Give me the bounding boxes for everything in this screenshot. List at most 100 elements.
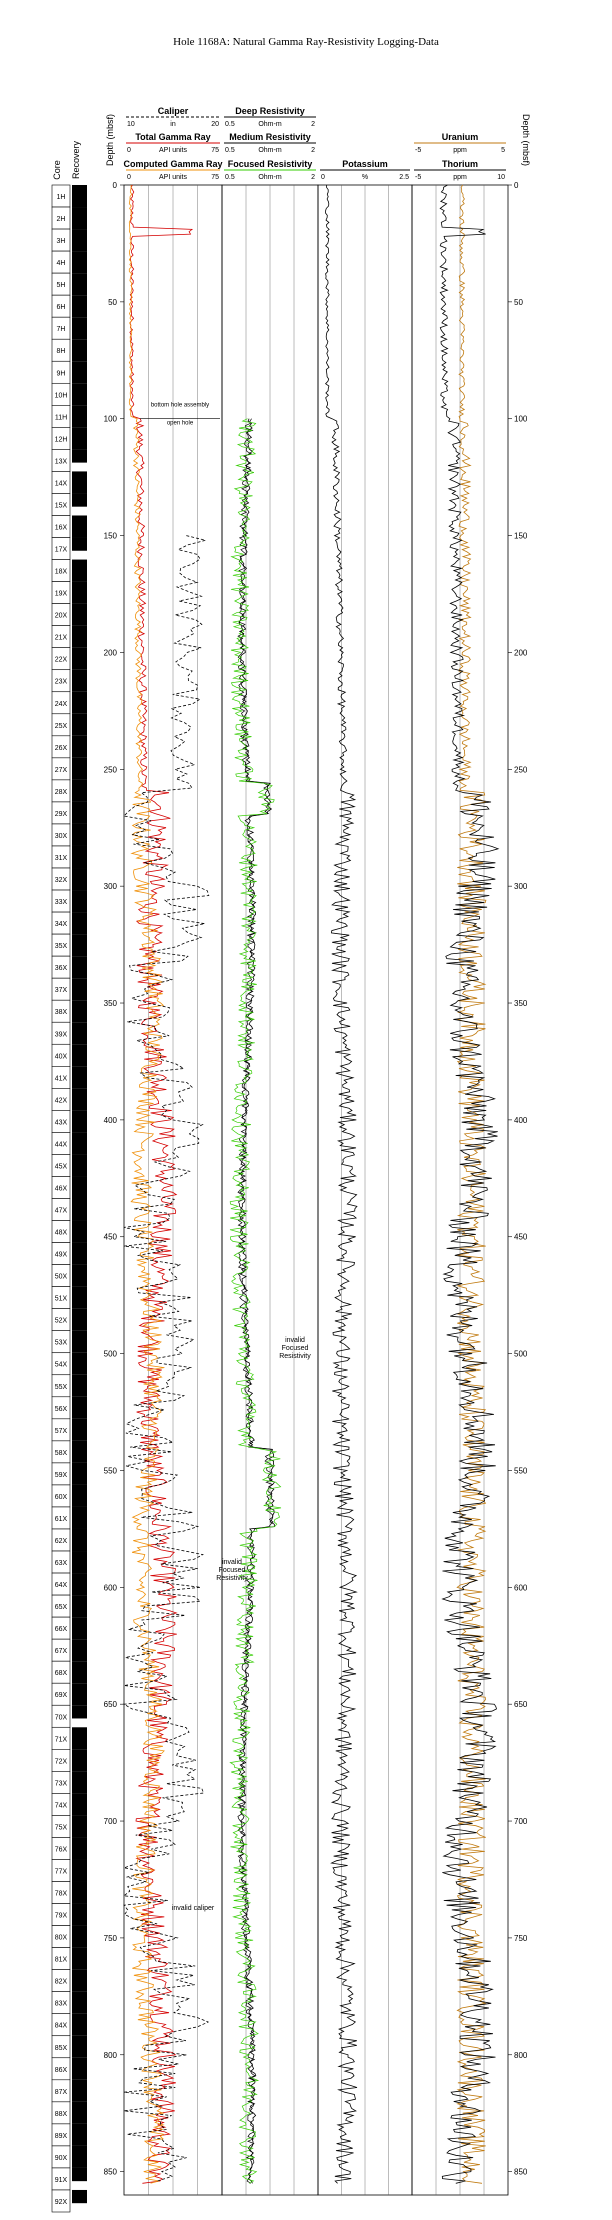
recovery-bar <box>72 1859 87 1882</box>
invalid-focused-note-1: Resistivity <box>279 1353 311 1360</box>
core-label: 26X <box>55 745 68 752</box>
depth-axis-label-left: Depth (mbsf) <box>105 114 115 166</box>
recovery-bar <box>72 2101 87 2124</box>
recovery-bar <box>72 669 87 692</box>
recovery-bar <box>72 2167 87 2182</box>
core-label: 51X <box>55 1296 68 1303</box>
core-label: 87X <box>55 2089 68 2096</box>
core-label: 53X <box>55 1340 68 1347</box>
core-label: 61X <box>55 1516 68 1523</box>
core-label: 46X <box>55 1185 68 1192</box>
medium-resistivity-tick-unit: Ohm-m <box>258 147 282 154</box>
core-label: 12H <box>55 436 68 443</box>
core-label: 89X <box>55 2133 68 2140</box>
recovery-bar <box>72 427 87 450</box>
core-label: 90X <box>55 2155 68 2162</box>
core-label: 3H <box>57 238 66 245</box>
core-header: Core <box>52 160 62 180</box>
core-label: 35X <box>55 943 68 950</box>
core-label: 58X <box>55 1450 68 1457</box>
focused-resistivity-tick-max: 2 <box>311 174 315 181</box>
core-label: 66X <box>55 1626 68 1633</box>
recovery-bar <box>72 713 87 736</box>
core-label: 76X <box>55 1846 68 1853</box>
depth-tick-label-right: 250 <box>514 765 528 774</box>
core-label: 71X <box>55 1736 68 1743</box>
potassium-tick-min: 0 <box>321 174 325 181</box>
computed-gamma-tick-unit: API units <box>159 174 188 181</box>
recovery-bar <box>72 845 87 869</box>
depth-tick-label-right: 300 <box>514 882 528 891</box>
recovery-bar <box>72 1374 87 1397</box>
recovery-bar <box>72 1154 87 1177</box>
core-label: 92X <box>55 2199 68 2206</box>
core-label: 24X <box>55 701 68 708</box>
depth-tick-label-left: 150 <box>104 532 118 541</box>
recovery-header: Recovery <box>71 140 81 179</box>
recovery-bar <box>72 1881 87 1904</box>
core-label: 84X <box>55 2023 68 2030</box>
deep-resistivity-tick-max: 2 <box>311 121 315 128</box>
thorium-curve <box>439 184 500 2184</box>
computed-gamma-ray-curve <box>128 184 165 2184</box>
recovery-bar <box>72 1242 87 1265</box>
recovery-bar <box>72 273 87 296</box>
computed-gamma-label: Computed Gamma Ray <box>123 159 222 169</box>
core-label: 29X <box>55 811 68 818</box>
recovery-bar <box>72 1837 87 1860</box>
recovery-bar <box>72 339 87 362</box>
recovery-bar <box>72 1000 87 1023</box>
core-label: 15X <box>55 502 68 509</box>
recovery-bar <box>72 1991 87 2014</box>
core-label: 74X <box>55 1802 68 1809</box>
core-label: 79X <box>55 1913 68 1920</box>
core-label: 16X <box>55 525 68 532</box>
core-label: 57X <box>55 1428 68 1435</box>
core-label: 28X <box>55 789 68 796</box>
depth-tick-label-left: 0 <box>113 181 118 190</box>
core-label: 47X <box>55 1208 68 1215</box>
core-label: 7H <box>57 326 66 333</box>
focused-resistivity-curve <box>229 418 282 2184</box>
recovery-bar <box>72 1815 87 1838</box>
recovery-bar <box>72 207 87 230</box>
recovery-bar <box>72 1044 87 1067</box>
core-label: 67X <box>55 1648 68 1655</box>
core-label: 55X <box>55 1384 68 1391</box>
core-label: 75X <box>55 1824 68 1831</box>
recovery-bar <box>72 2123 87 2146</box>
recovery-bar <box>72 1462 87 1485</box>
recovery-bar <box>72 1506 87 1529</box>
recovery-bar <box>72 1308 87 1331</box>
core-label: 14X <box>55 480 68 487</box>
recovery-bar <box>72 801 87 824</box>
recovery-bar <box>72 1727 87 1750</box>
depth-tick-label-left: 450 <box>104 1233 118 1242</box>
depth-tick-label-left: 700 <box>104 1817 118 1826</box>
recovery-bar <box>72 1198 87 1221</box>
core-label: 78X <box>55 1891 68 1898</box>
recovery-bar <box>72 1110 87 1133</box>
recovery-bar <box>72 647 87 670</box>
core-label: 68X <box>55 1670 68 1677</box>
recovery-bar <box>72 934 87 957</box>
core-label: 1H <box>57 194 66 201</box>
recovery-bar <box>72 1088 87 1111</box>
caliper-tick-min: 10 <box>127 121 135 128</box>
invalid-caliper-note: invalid caliper <box>172 1905 215 1912</box>
core-label: 27X <box>55 767 68 774</box>
recovery-bar <box>72 1396 87 1419</box>
recovery-bar <box>72 1330 87 1353</box>
recovery-bar <box>72 1286 87 1309</box>
uranium-tick-unit: ppm <box>453 147 467 154</box>
depth-tick-label-right: 350 <box>514 999 528 1008</box>
recovery-bar <box>72 383 87 406</box>
invalid-focused-note-2: invalid <box>222 1559 242 1566</box>
recovery-bar <box>72 912 87 935</box>
recovery-bar <box>72 2189 87 2204</box>
depth-tick-label-left: 850 <box>104 2168 118 2177</box>
core-label: 5H <box>57 282 66 289</box>
depth-tick-label-right: 850 <box>514 2168 528 2177</box>
recovery-bar <box>72 2013 87 2036</box>
